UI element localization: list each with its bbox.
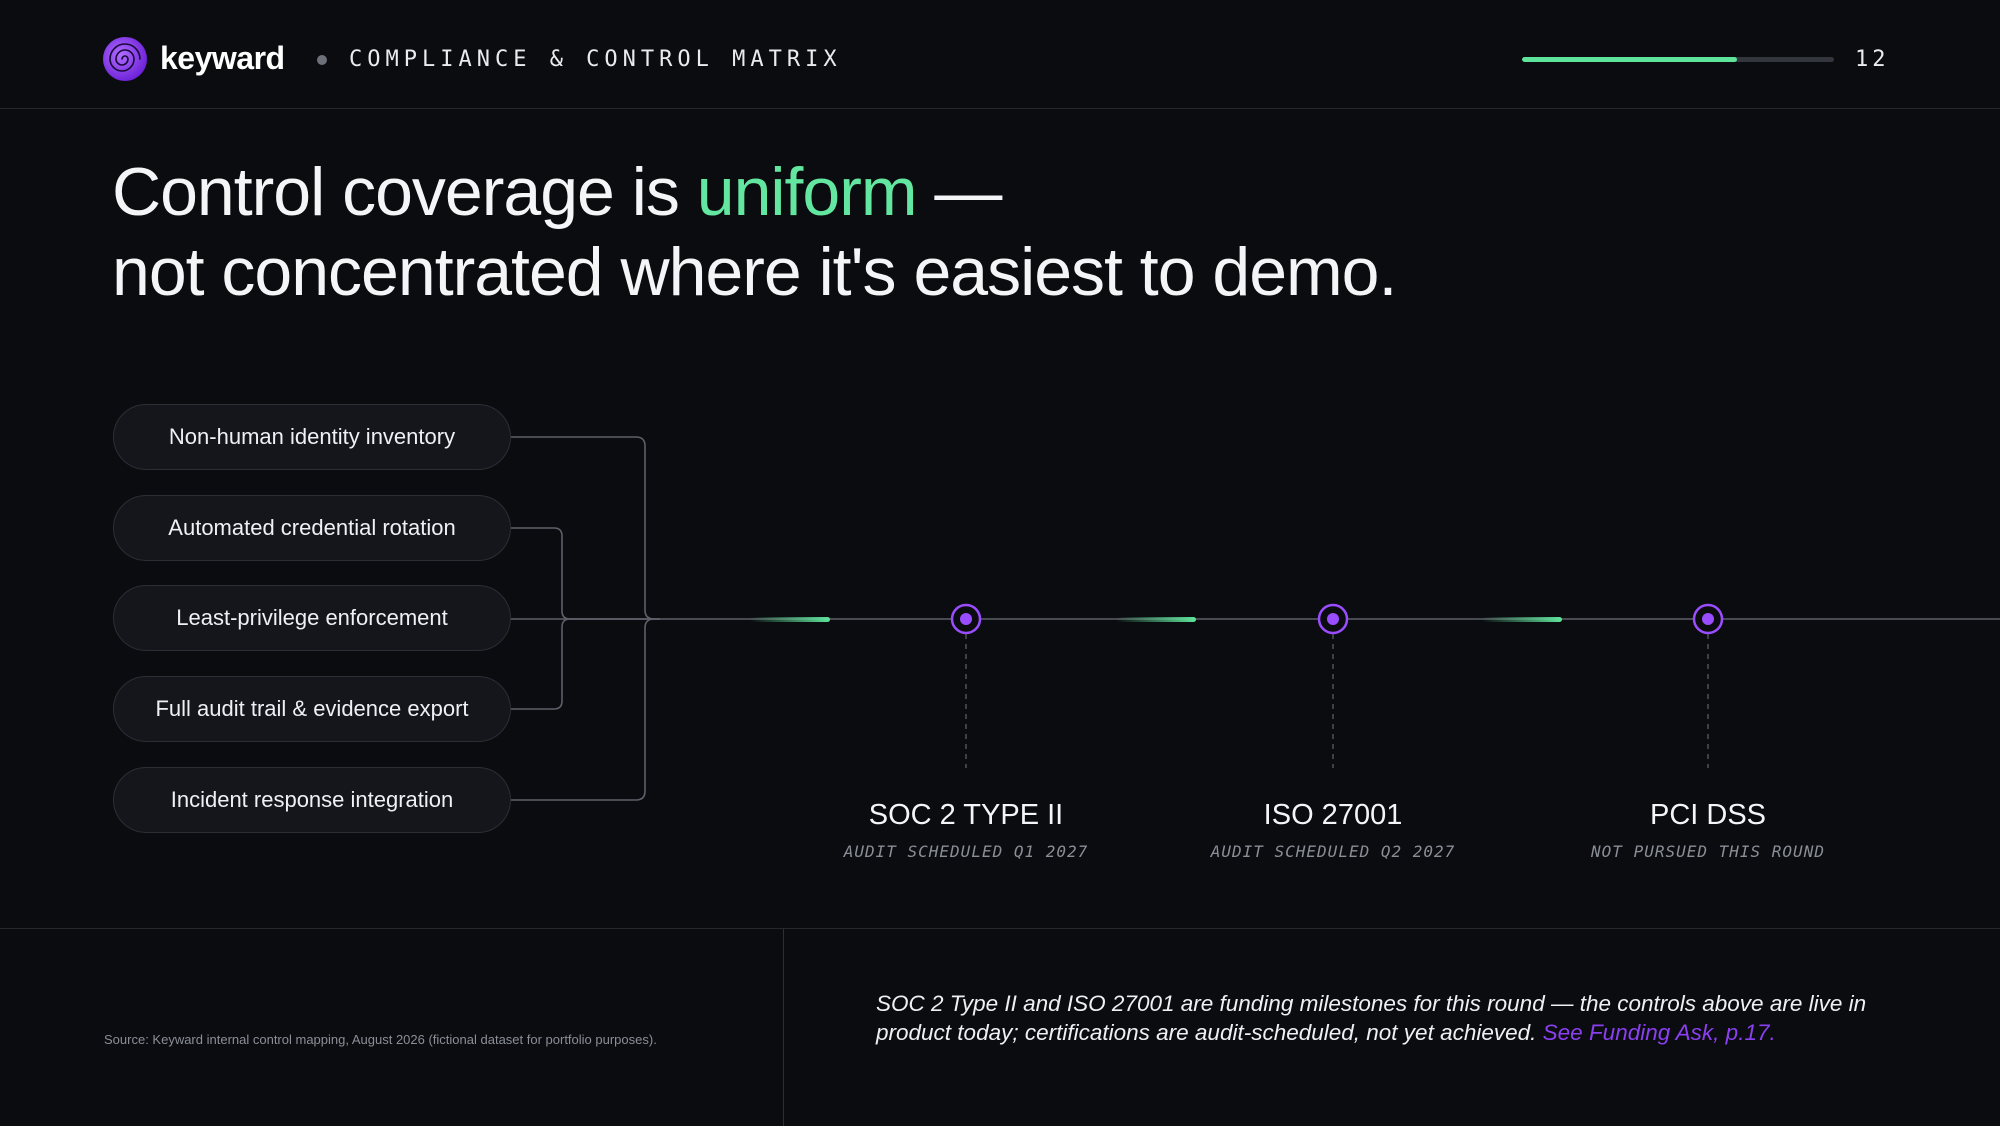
flow-dash-1 xyxy=(750,617,830,622)
cert-name-iso27001: ISO 27001 xyxy=(1263,799,1403,831)
slide-footer: Source: Keyward internal control mapping… xyxy=(0,928,2000,1126)
cert-status-iso27001: AUDIT SCHEDULED Q2 2027 xyxy=(1210,842,1456,861)
funding-ask-link[interactable]: See Funding Ask, p.17. xyxy=(1542,1020,1776,1045)
flow-dash-3 xyxy=(1482,617,1562,622)
footer-note: SOC 2 Type II and ISO 27001 are funding … xyxy=(876,989,1896,1047)
control-pill-least-privilege: Least-privilege enforcement xyxy=(113,585,511,651)
slide-header: keyward COMPLIANCE & CONTROL MATRIX 12 xyxy=(0,0,2000,109)
section-title: COMPLIANCE & CONTROL MATRIX xyxy=(349,47,842,72)
deck-progress-bar xyxy=(1522,57,1834,62)
cert-node-2 xyxy=(1317,603,1349,635)
source-note: Source: Keyward internal control mapping… xyxy=(104,1032,657,1047)
flow-dash-2 xyxy=(1116,617,1196,622)
cert-status-pci-dss: NOT PURSUED THIS ROUND xyxy=(1591,842,1825,861)
flow-accent-dashes xyxy=(750,617,1562,622)
page-number: 12 xyxy=(1855,47,1890,72)
cert-node-3 xyxy=(1692,603,1724,635)
connector-line-2 xyxy=(510,527,660,620)
footer-divider xyxy=(783,929,784,1126)
brand-wordmark: keyward xyxy=(160,40,285,76)
header-separator-dot xyxy=(317,55,327,65)
cert-name-pci-dss: PCI DSS xyxy=(1649,799,1767,831)
control-pill-audit-trail: Full audit trail & evidence export xyxy=(113,676,511,742)
headline-line2: not concentrated where it's easiest to d… xyxy=(112,234,1397,310)
control-pill-incident-response: Incident response integration xyxy=(113,767,511,833)
fingerprint-logo-icon xyxy=(103,37,147,81)
connector-line-5 xyxy=(510,618,660,801)
footer-note-text: SOC 2 Type II and ISO 27001 are funding … xyxy=(876,991,1867,1045)
deck-progress-fill xyxy=(1522,57,1738,62)
cert-node-1 xyxy=(950,603,982,635)
slide-headline: Control coverage is uniform — not concen… xyxy=(112,152,1397,312)
cert-name-soc2: SOC 2 TYPE II xyxy=(868,799,1064,831)
connector-line-4 xyxy=(510,618,660,710)
cert-status-soc2: AUDIT SCHEDULED Q1 2027 xyxy=(843,842,1089,861)
headline-dash: — xyxy=(934,154,1002,230)
control-pill-credential-rotation: Automated credential rotation xyxy=(113,495,511,561)
headline-accent-word: uniform xyxy=(696,154,918,230)
control-pill-nhi-inventory: Non-human identity inventory xyxy=(113,404,511,470)
headline-line1-start: Control coverage is xyxy=(112,154,680,230)
